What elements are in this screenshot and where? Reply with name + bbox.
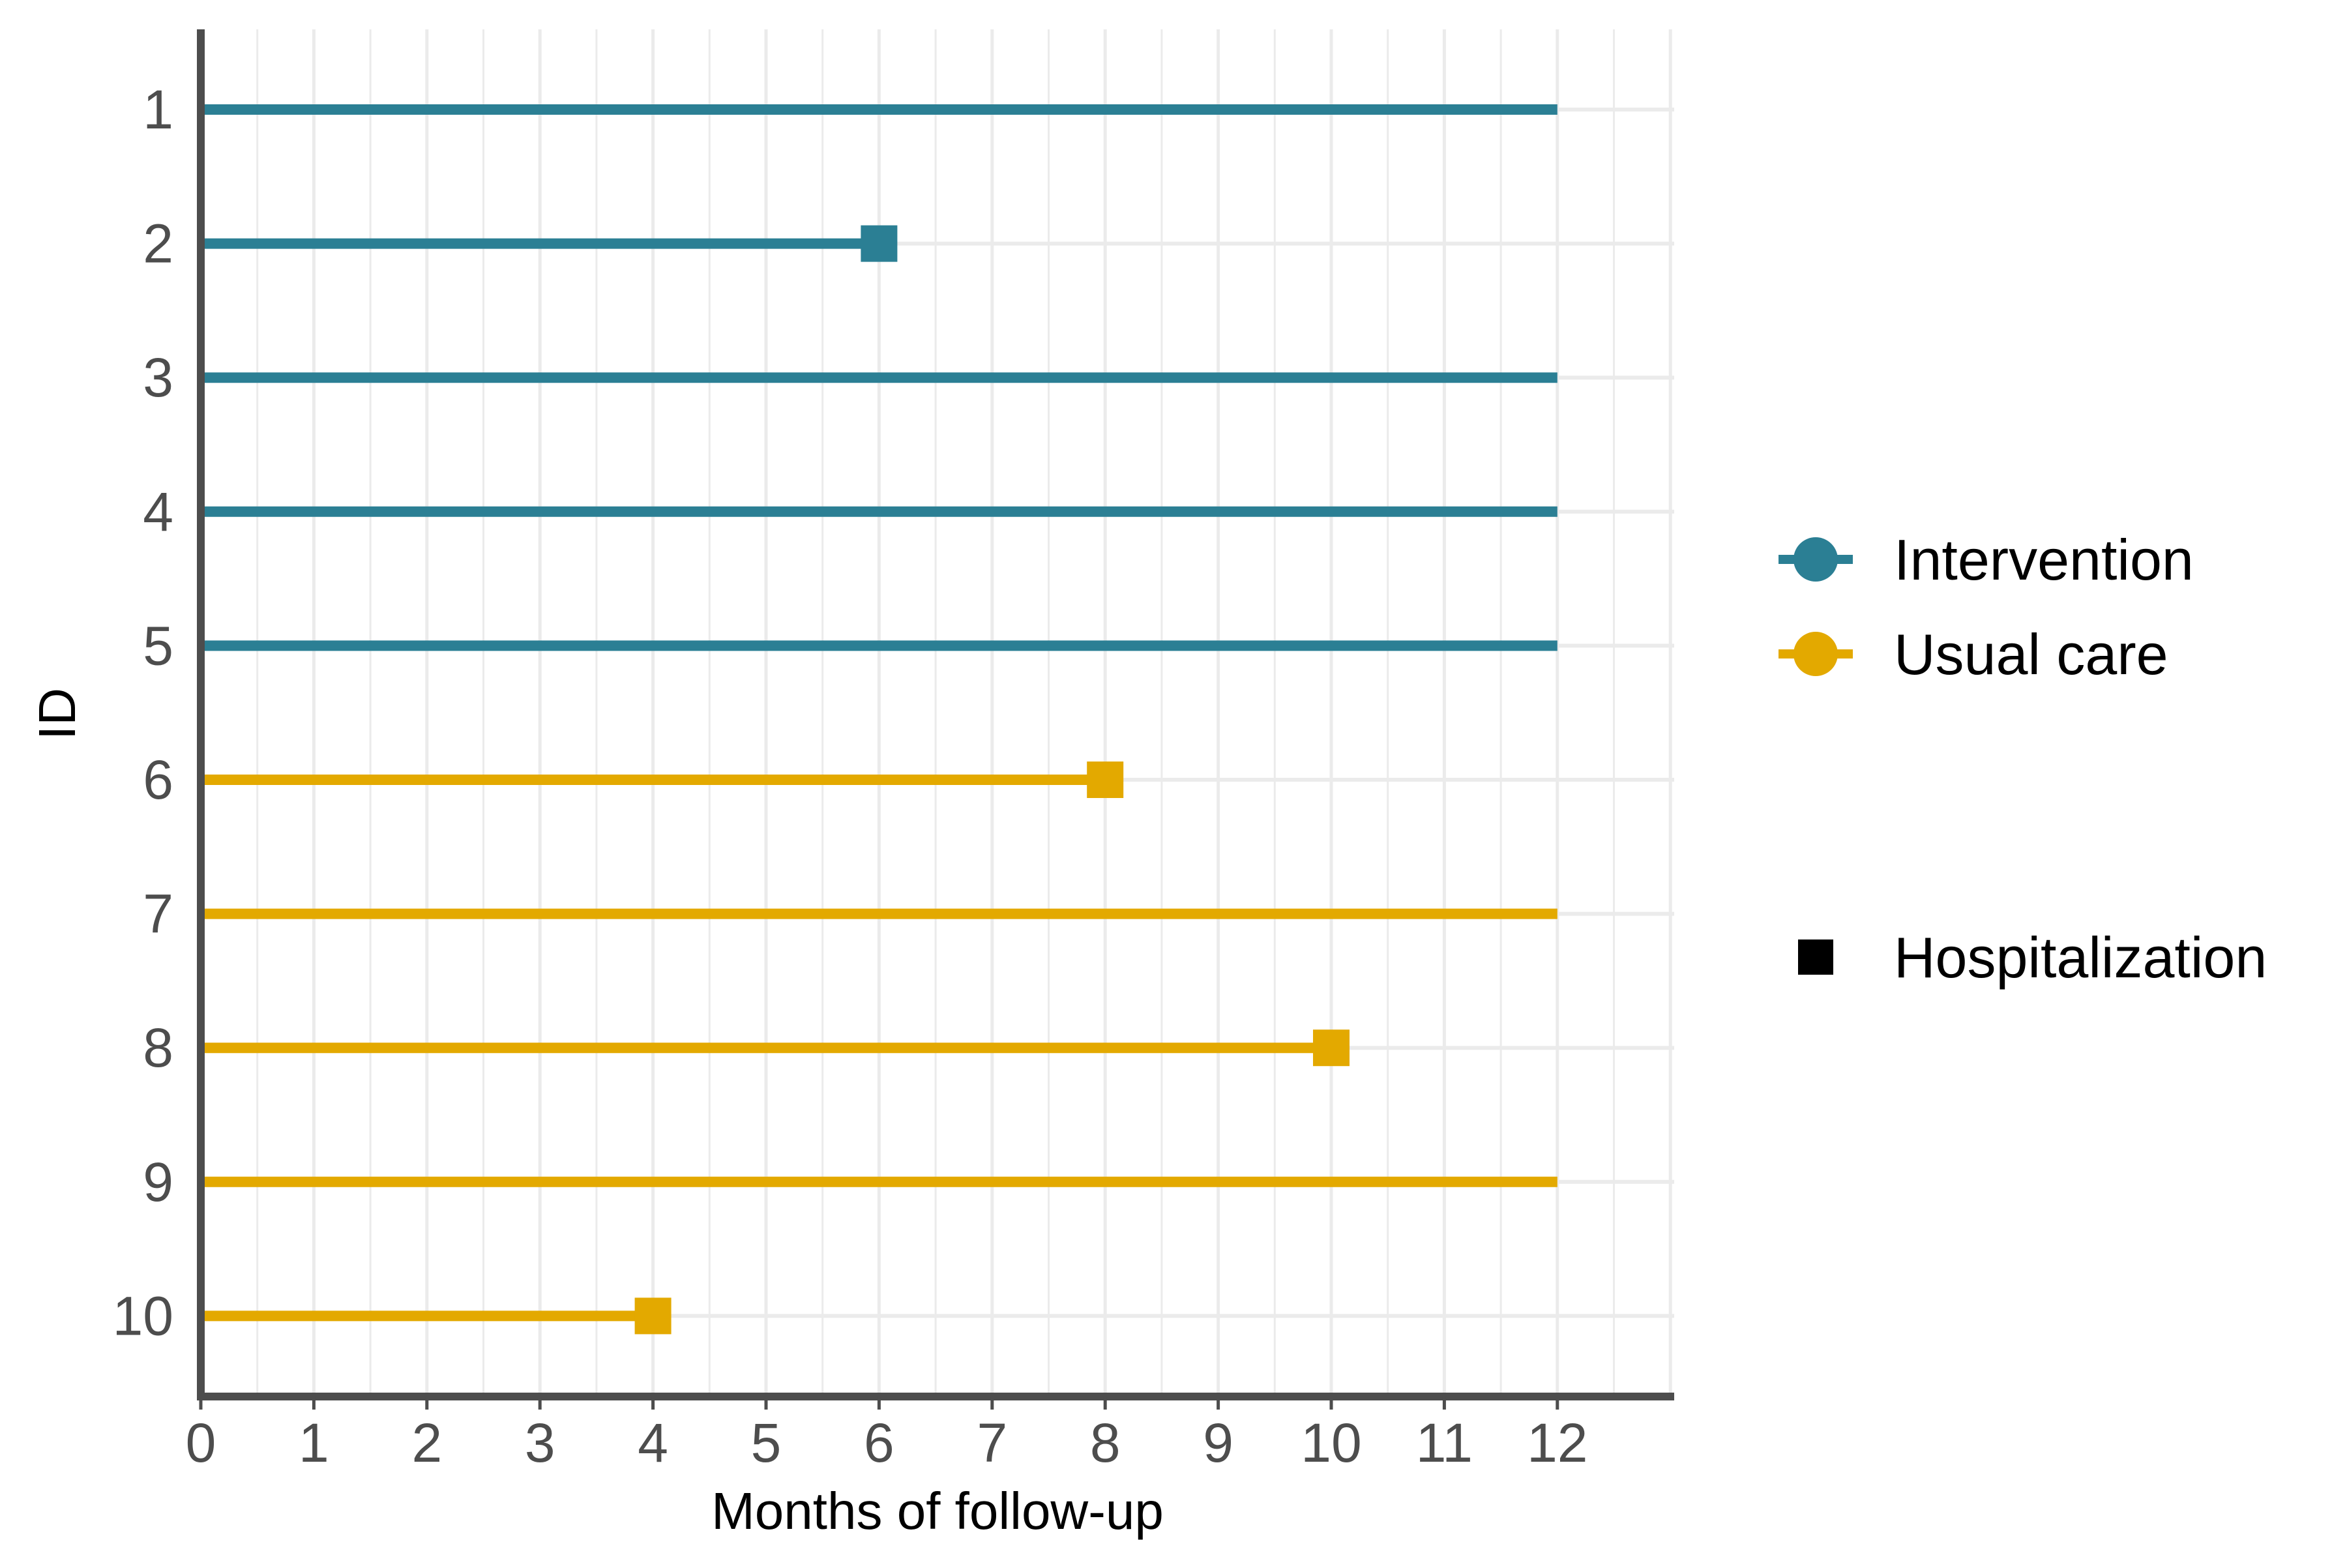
grid-layer — [201, 29, 1674, 1397]
legend-key-dot — [1793, 537, 1838, 582]
x-tick-label: 12 — [1527, 1412, 1587, 1473]
x-tick-label: 3 — [525, 1412, 555, 1473]
x-tick-label: 10 — [1301, 1412, 1361, 1473]
x-axis-title: Months of follow-up — [711, 1482, 1164, 1540]
x-tick-label: 0 — [186, 1412, 216, 1473]
x-tick-label: 11 — [1416, 1412, 1473, 1473]
y-axis-title: ID — [28, 688, 86, 740]
x-tick-label: 7 — [977, 1412, 1007, 1473]
x-tick-label: 9 — [1203, 1412, 1233, 1473]
y-tick-label: 8 — [143, 1017, 173, 1078]
x-tick-label: 8 — [1090, 1412, 1121, 1473]
y-tick-label: 1 — [143, 79, 173, 140]
x-tick-label: 2 — [411, 1412, 442, 1473]
y-tick-label: 3 — [143, 347, 173, 408]
y-tick-label: 4 — [143, 481, 173, 542]
y-tick-label: 10 — [113, 1285, 173, 1346]
legend-label-hospitalization: Hospitalization — [1894, 925, 2267, 990]
legend: Intervention Usual care Hospitalization — [1779, 527, 2267, 990]
y-tick-label: 6 — [143, 749, 173, 810]
hospitalization-marker-8 — [1313, 1029, 1350, 1067]
hospitalization-marker-10 — [634, 1297, 672, 1335]
legend-key-dot — [1793, 632, 1838, 676]
legend-hospitalization-icon — [1798, 939, 1833, 975]
bars-layer — [201, 104, 1557, 1335]
y-tick-label: 7 — [143, 883, 173, 945]
x-tick-label: 5 — [751, 1412, 782, 1473]
x-tick-label: 1 — [299, 1412, 329, 1473]
y-tick-label: 2 — [143, 213, 173, 274]
y-tick-label: 5 — [143, 615, 173, 676]
legend-label: Intervention — [1894, 527, 2194, 592]
y-tick-label: 9 — [143, 1151, 173, 1213]
legend-label: Usual care — [1894, 622, 2168, 687]
x-tick-label: 6 — [864, 1412, 894, 1473]
hospitalization-marker-2 — [861, 225, 898, 262]
hospitalization-marker-6 — [1087, 762, 1124, 798]
x-tick-label: 4 — [638, 1412, 668, 1473]
